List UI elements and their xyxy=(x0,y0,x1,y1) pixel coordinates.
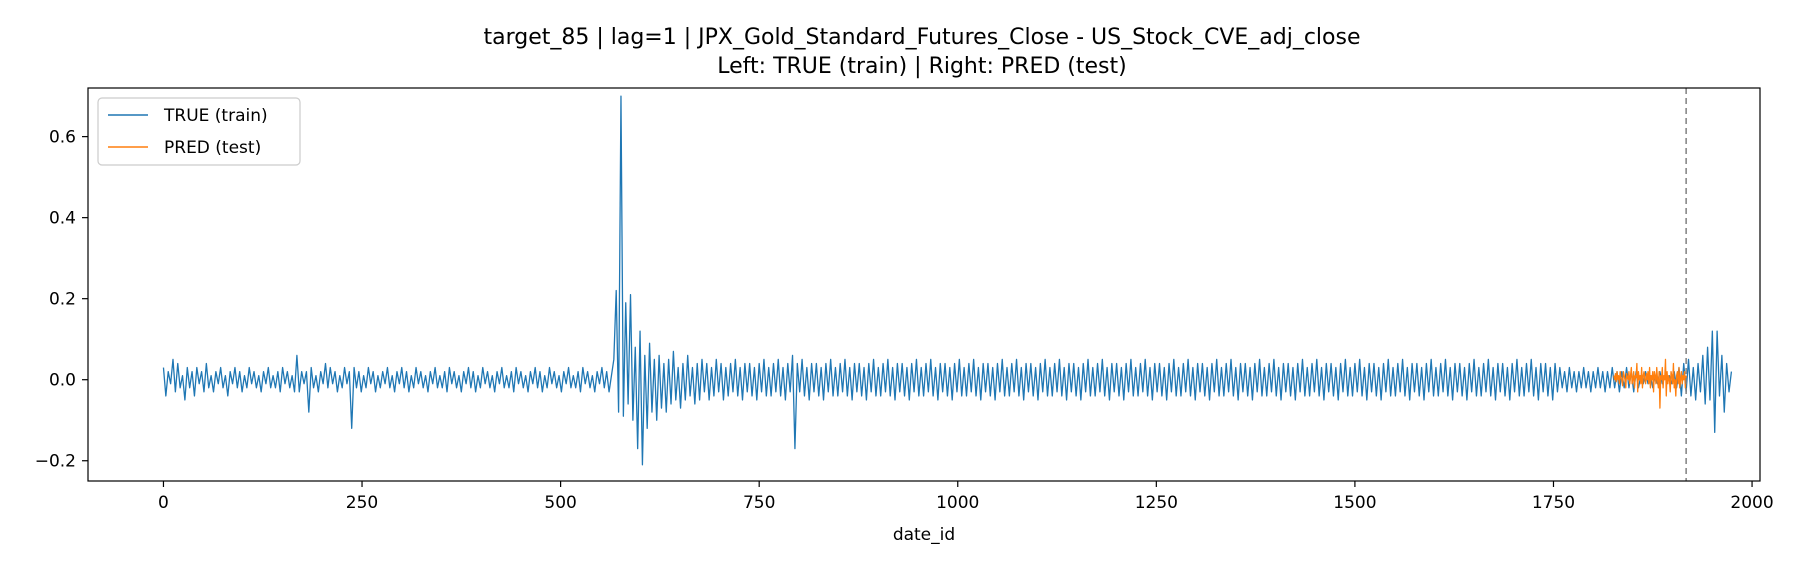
x-tick-label: 750 xyxy=(743,493,775,513)
x-tick-label: 1250 xyxy=(1135,493,1178,513)
x-axis: 0 250 500 750 1000 1250 1500 1750 2000 xyxy=(158,481,1774,513)
x-tick-label: 2000 xyxy=(1730,493,1773,513)
y-tick-label: 0.4 xyxy=(49,209,76,229)
legend: TRUE (train) PRED (test) xyxy=(97,97,301,166)
x-tick-label: 1000 xyxy=(936,493,979,513)
x-tick-label: 250 xyxy=(346,493,378,513)
x-tick-label: 0 xyxy=(158,493,169,513)
chart-title: target_85 | lag=1 | JPX_Gold_Standard_Fu… xyxy=(483,25,1360,50)
chart-subtitle: Left: TRUE (train) | Right: PRED (test) xyxy=(717,54,1126,79)
x-axis-label: date_id xyxy=(893,525,955,545)
x-tick-label: 1750 xyxy=(1532,493,1575,513)
y-tick-label: 0.0 xyxy=(49,371,76,391)
legend-label-true-train: TRUE (train) xyxy=(163,106,268,126)
series-line-pred-test xyxy=(1613,358,1687,409)
y-tick-label: 0.6 xyxy=(49,128,76,148)
series-line-true-train xyxy=(162,95,1733,466)
series-layer xyxy=(162,95,1733,466)
x-tick-label: 1500 xyxy=(1333,493,1376,513)
y-tick-label: −0.2 xyxy=(35,452,76,472)
y-axis: −0.2 0.0 0.2 0.4 0.6 xyxy=(35,128,88,472)
y-tick-label: 0.2 xyxy=(49,290,76,310)
legend-label-pred-test: PRED (test) xyxy=(164,138,261,158)
x-tick-label: 500 xyxy=(544,493,576,513)
legend-box xyxy=(97,97,301,166)
plot-frame xyxy=(87,87,1761,482)
